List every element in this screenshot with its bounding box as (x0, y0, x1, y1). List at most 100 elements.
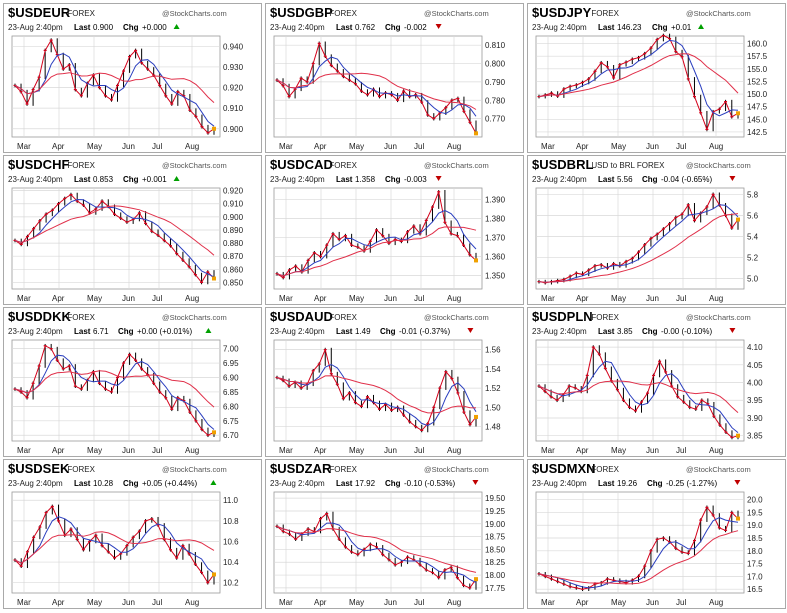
chart-panel-usdchf[interactable]: $USDCHF FOREX @StockCharts.com 23-Aug 2:40p… (3, 155, 262, 305)
chart-panel-usddkk[interactable]: $USDDKK FOREX @StockCharts.com 23-Aug 2:40p… (3, 307, 262, 457)
x-tick-label: Aug (709, 446, 723, 455)
y-tick-label: 5.0 (747, 274, 759, 283)
last-value: 6.71 (93, 327, 109, 336)
x-tick-label: Mar (541, 446, 555, 455)
y-tick-label: 157.5 (747, 52, 768, 61)
symbol-subtitle: FOREX (329, 161, 357, 170)
x-tick-label: May (349, 598, 364, 607)
x-tick-label: Mar (279, 446, 293, 455)
chg-value: +0.01 (671, 23, 692, 32)
y-tick-label: 6.85 (223, 388, 239, 397)
symbol-subtitle: FOREX (591, 9, 619, 18)
y-tick-label: 18.5 (747, 534, 763, 543)
moving-average-long (276, 226, 477, 277)
last-value: 17.92 (355, 479, 376, 488)
y-tick-label: 4.10 (747, 343, 763, 352)
x-tick-label: Apr (576, 294, 589, 303)
x-tick-label: Jun (122, 446, 135, 455)
x-tick-label: Jun (122, 142, 135, 151)
x-tick-label: Mar (279, 294, 293, 303)
symbol-subtitle: FOREX (591, 465, 619, 474)
plot-area (535, 339, 745, 442)
last-value: 19.26 (617, 479, 638, 488)
y-tick-label: 1.380 (485, 214, 506, 223)
x-tick-label: Apr (52, 446, 65, 455)
watermark-text: @StockCharts.com (686, 161, 751, 170)
chg-value: -0.00 (-0.10%) (661, 327, 712, 336)
change-up-icon (210, 480, 217, 485)
y-tick-label: 0.800 (485, 60, 506, 69)
last-value: 0.853 (93, 175, 114, 184)
chart-panel-usdzar[interactable]: $USDZAR FOREX @StockCharts.com 23-Aug 2:40p… (265, 459, 524, 609)
chart-panel-usdgbp[interactable]: $USDGBP FOREX @StockCharts.com 23-Aug 2:40p… (265, 3, 524, 153)
y-tick-label: 0.900 (223, 125, 244, 134)
last-value: 1.358 (355, 175, 376, 184)
price-line (538, 34, 739, 131)
chart-panel-usdsek[interactable]: $USDSEK FOREX @StockCharts.com 23-Aug 2:40p… (3, 459, 262, 609)
y-tick-label: 1.52 (485, 384, 501, 393)
moving-average-short (276, 363, 477, 427)
y-tick-label: 0.870 (223, 252, 244, 261)
symbol-subtitle: FOREX (67, 313, 95, 322)
last-price-marker (474, 131, 478, 136)
symbol-subtitle: FOREX (329, 313, 357, 322)
y-tick-label: 1.56 (485, 346, 501, 355)
last-price-marker (736, 111, 740, 116)
change-up-icon (698, 24, 704, 29)
x-tick-label: May (349, 142, 364, 151)
chart-panel-usdaud[interactable]: $USDAUD FOREX @StockCharts.com 23-Aug 2:40p… (265, 307, 524, 457)
x-tick-label: Aug (447, 294, 461, 303)
symbol-subtitle: FOREX (329, 9, 357, 18)
y-tick-label: 0.810 (485, 41, 506, 50)
last-label: Last (336, 175, 353, 184)
x-tick-label: Aug (185, 142, 199, 151)
last-price-marker (474, 414, 478, 419)
y-tick-label: 152.5 (747, 77, 768, 86)
chart-panel-usdjpy[interactable]: $USDJPY FOREX @StockCharts.com 23-Aug 2:40p… (527, 3, 786, 153)
y-tick-label: 5.2 (747, 253, 759, 262)
last-value: 3.85 (617, 327, 633, 336)
quote-date: 23-Aug 2:40pm (532, 175, 587, 184)
price-line (538, 193, 739, 284)
x-tick-label: Jun (122, 598, 135, 607)
y-tick-label: 10.4 (223, 558, 239, 567)
watermark-text: @StockCharts.com (686, 465, 751, 474)
change-down-icon (467, 328, 474, 333)
y-tick-label: 10.2 (223, 579, 239, 588)
y-tick-label: 1.350 (485, 272, 506, 281)
watermark-text: @StockCharts.com (424, 313, 489, 322)
chg-value: -0.04 (-0.65%) (661, 175, 712, 184)
x-tick-label: Jul (152, 598, 162, 607)
x-tick-label: Mar (17, 294, 31, 303)
y-tick-label: 5.6 (747, 211, 759, 220)
moving-average-long (538, 53, 739, 98)
y-tick-label: 19.25 (485, 507, 506, 516)
y-tick-label: 1.50 (485, 403, 501, 412)
y-tick-label: 18.25 (485, 558, 506, 567)
last-value: 5.56 (617, 175, 633, 184)
chg-label: Chg (385, 479, 401, 488)
plot-area (273, 187, 483, 290)
last-label: Last (74, 479, 91, 488)
chart-panel-usdbrl[interactable]: $USDBRL USD to BRL FOREX @StockCharts.com 2… (527, 155, 786, 305)
plot-area (273, 491, 483, 594)
y-tick-label: 0.930 (223, 63, 244, 72)
y-tick-label: 1.370 (485, 234, 506, 243)
chart-panel-usdmxn[interactable]: $USDMXN FOREX @StockCharts.com 23-Aug 2:40p… (527, 459, 786, 609)
quote-date: 23-Aug 2:40pm (8, 23, 63, 32)
x-tick-label: Jun (384, 598, 397, 607)
x-tick-label: Apr (576, 598, 589, 607)
y-tick-label: 0.770 (485, 115, 506, 124)
last-price-marker (736, 217, 740, 222)
y-tick-label: 0.920 (223, 84, 244, 93)
x-tick-label: Aug (447, 142, 461, 151)
chart-panel-usdcad[interactable]: $USDCAD FOREX @StockCharts.com 23-Aug 2:40p… (265, 155, 524, 305)
x-tick-label: May (611, 446, 626, 455)
chart-panel-usdeur[interactable]: $USDEUR FOREX @StockCharts.com 23-Aug 2:40p… (3, 3, 262, 153)
chart-panel-usdpln[interactable]: $USDPLN FOREX @StockCharts.com 23-Aug 2:40p… (527, 307, 786, 457)
